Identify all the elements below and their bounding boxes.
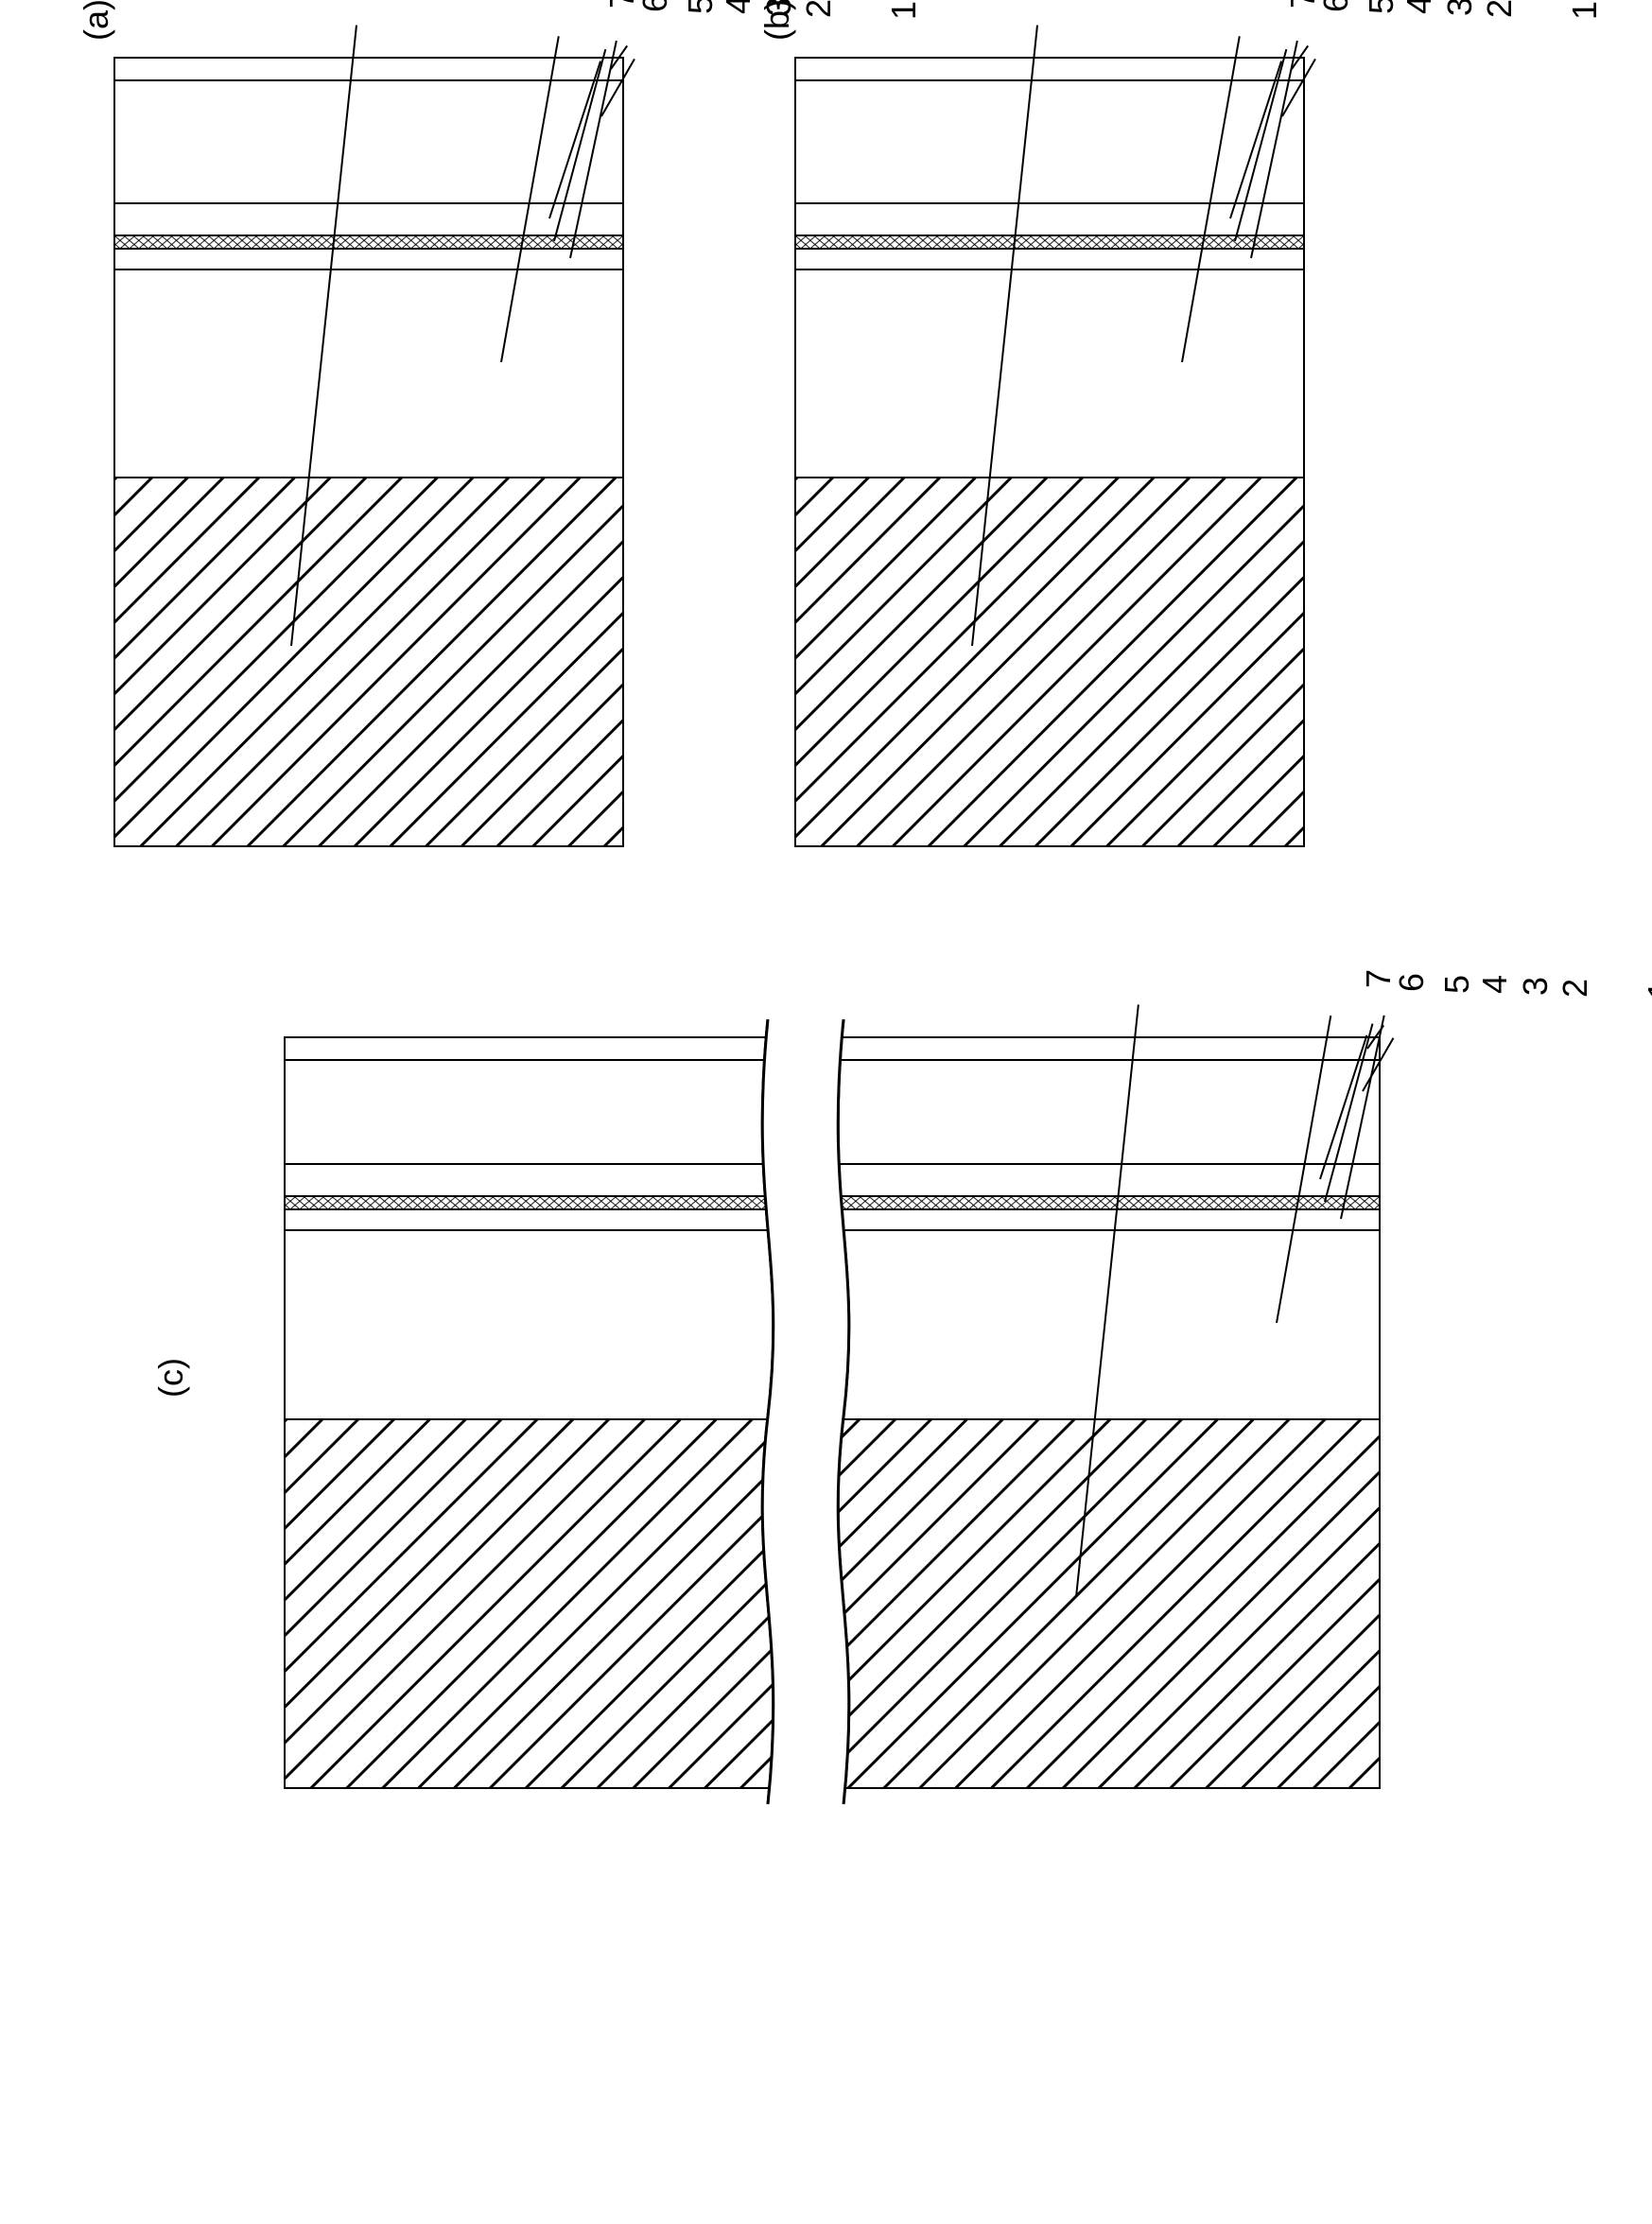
layer-4 <box>286 1195 1379 1208</box>
panel-b: (b) 7 6 5 4 3 <box>794 57 1305 847</box>
layer-3 <box>115 248 622 269</box>
panel-label-a: (a) <box>77 0 116 41</box>
ref-2: 2 <box>799 0 839 18</box>
ref-6: 6 <box>1316 0 1356 12</box>
layer-4 <box>796 235 1303 248</box>
layer-1 <box>115 477 622 845</box>
stack-b: 7 6 5 4 3 2 1 <box>794 57 1305 847</box>
panel-a: (a) <box>113 57 624 847</box>
ref-5: 5 <box>1362 0 1401 14</box>
ref-5: 5 <box>681 0 721 14</box>
ref-1: 1 <box>1641 981 1652 999</box>
layer-2 <box>115 269 622 477</box>
ref-5: 5 <box>1437 975 1477 994</box>
ref-6: 6 <box>1392 973 1432 992</box>
stack-a: 7 6 5 4 3 2 1 <box>113 57 624 847</box>
layer-1 <box>286 1418 1379 1787</box>
stack-c: 7 6 5 4 3 2 1 <box>284 1036 1381 1789</box>
ref-3: 3 <box>1516 977 1556 996</box>
ref-4: 4 <box>1400 0 1439 14</box>
ref-2: 2 <box>1556 979 1595 998</box>
layer-5 <box>115 202 622 235</box>
ref-4: 4 <box>719 0 758 14</box>
ref-1: 1 <box>1565 1 1605 20</box>
layer-7 <box>796 59 1303 79</box>
ref-3: 3 <box>1440 0 1480 16</box>
ref-4: 4 <box>1475 975 1515 994</box>
layer-3 <box>286 1208 1379 1229</box>
layer-5 <box>286 1163 1379 1195</box>
ref-1: 1 <box>884 1 924 20</box>
ref-2: 2 <box>1480 0 1520 18</box>
ref-6: 6 <box>635 0 675 12</box>
layer-6 <box>286 1059 1379 1163</box>
layer-4 <box>115 235 622 248</box>
layer-3 <box>796 248 1303 269</box>
panel-label-b: (b) <box>757 0 797 41</box>
panel-c: (c) <box>284 1036 1595 1789</box>
panel-label-c: (c) <box>151 1358 191 1398</box>
layer-7 <box>286 1038 1379 1059</box>
layer-1 <box>796 477 1303 845</box>
layer-2 <box>286 1229 1379 1418</box>
layer-7 <box>115 59 622 79</box>
layer-5 <box>796 202 1303 235</box>
layer-2 <box>796 269 1303 477</box>
